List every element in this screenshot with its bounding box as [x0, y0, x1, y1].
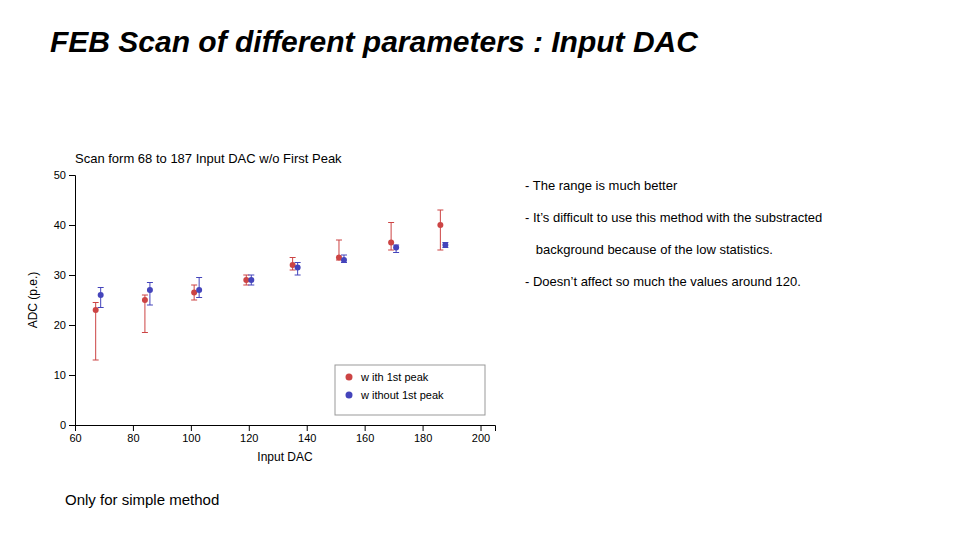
y-tick-mark: [69, 225, 75, 226]
x-tick: 120: [240, 425, 258, 444]
error-bar: [248, 275, 254, 285]
point: [393, 245, 399, 251]
point: [295, 265, 301, 271]
point: [98, 292, 104, 298]
x-tick-label: 140: [298, 432, 316, 444]
x-tick: 60: [69, 425, 81, 444]
subtitle: Scan form 68 to 187 Input DAC w/o First …: [75, 151, 342, 166]
point: [196, 287, 202, 293]
x-axis-line: [76, 426, 496, 432]
plot: Scan form 68 to 187 Input DAC w/o First …: [26, 151, 496, 464]
x-tick-mark: [191, 425, 192, 431]
x-tick-label: 120: [240, 432, 258, 444]
legend-box: [335, 365, 485, 415]
y-tick-mark: [69, 275, 75, 276]
error-bar: [142, 295, 148, 333]
x-tick-mark: [481, 425, 482, 431]
x-axis-title: Input DAC: [257, 450, 313, 464]
x-tick-label: 200: [472, 432, 490, 444]
chart: FEB Scan of different parameters : Input…: [0, 0, 960, 540]
y-tick: 50: [54, 169, 75, 181]
error-bar: [442, 243, 448, 248]
note: - The range is much better: [525, 178, 678, 193]
y-tick: 30: [54, 269, 75, 281]
note: - It’s difficult to use this method with…: [525, 210, 822, 225]
x-tick-label: 100: [182, 432, 200, 444]
title: FEB Scan of different parameters : Input…: [50, 25, 699, 58]
error-bar: [295, 263, 301, 276]
error-bar: [93, 303, 99, 361]
y-tick: 10: [54, 369, 75, 381]
point: [142, 297, 148, 303]
x-tick-mark: [307, 425, 308, 431]
note: - Doesn’t affect so much the values arou…: [525, 274, 801, 289]
legend-marker: [346, 392, 353, 399]
error-bar: [341, 255, 347, 263]
caption: Only for simple method: [65, 491, 219, 508]
y-tick-mark: [69, 425, 75, 426]
error-bar: [98, 288, 104, 308]
marks: [93, 210, 449, 360]
x-axis: 60 80 100 120 140 160 180 200: [69, 425, 495, 444]
x-tick-label: 160: [356, 432, 374, 444]
point: [442, 242, 448, 248]
legend-label: w ithout 1st peak: [360, 389, 444, 401]
x-tick: 180: [414, 425, 432, 444]
y-tick-label: 10: [54, 369, 66, 381]
x-tick: 80: [127, 425, 139, 444]
x-tick-mark: [133, 425, 134, 431]
y-tick-label: 50: [54, 169, 66, 181]
y-axis: 0 10 20 30 40 50: [54, 169, 76, 431]
point: [341, 257, 347, 263]
legend: w ith 1st peak w ithout 1st peak: [335, 365, 485, 415]
error-bar: [437, 210, 443, 250]
x-tick-label: 60: [69, 432, 81, 444]
x-tick: 140: [298, 425, 316, 444]
y-tick: 20: [54, 319, 75, 331]
notes: - The range is much better - It’s difficu…: [525, 178, 822, 289]
y-tick-label: 20: [54, 319, 66, 331]
x-tick-mark: [365, 425, 366, 431]
error-bar: [393, 245, 399, 253]
point: [147, 287, 153, 293]
point: [248, 277, 254, 283]
y-tick-label: 0: [60, 419, 66, 431]
y-tick: 40: [54, 219, 75, 231]
legend-label: w ith 1st peak: [360, 371, 429, 383]
series: [98, 242, 449, 308]
x-tick-label: 180: [414, 432, 432, 444]
y-tick-mark: [69, 325, 75, 326]
error-bar: [388, 223, 394, 251]
x-tick: 200: [472, 425, 490, 444]
x-tick: 100: [182, 425, 200, 444]
x-tick-mark: [423, 425, 424, 431]
y-tick-mark: [69, 375, 75, 376]
error-bar: [336, 240, 342, 260]
x-tick: 160: [356, 425, 374, 444]
y-tick-label: 40: [54, 219, 66, 231]
x-tick-mark: [249, 425, 250, 431]
x-tick-label: 80: [127, 432, 139, 444]
note: background because of the low statistics…: [525, 242, 773, 257]
legend-marker: [346, 374, 353, 381]
y-tick-mark: [69, 175, 75, 176]
error-bar: [196, 278, 202, 298]
y-tick-label: 30: [54, 269, 66, 281]
point: [437, 222, 443, 228]
y-tick: 0: [60, 419, 75, 431]
y-axis-title: ADC (p.e.): [26, 272, 40, 329]
series: [93, 210, 444, 360]
error-bar: [147, 283, 153, 306]
y-axis-line: [69, 176, 76, 426]
